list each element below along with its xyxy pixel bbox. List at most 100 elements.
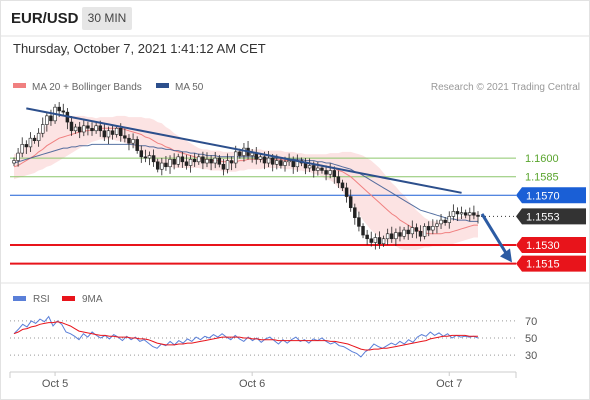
candle-body-down [291, 160, 295, 168]
support-label-text-1.1530: 1.1530 [526, 240, 560, 252]
candle-body-up [435, 223, 439, 227]
candle-body-down [143, 156, 148, 159]
candle-body-up [168, 159, 172, 168]
candle [365, 229, 369, 245]
candle-body-up [106, 130, 111, 138]
candle-body-up [422, 226, 427, 237]
copyright-text: Research © 2021 Trading Central [431, 82, 580, 93]
candle [451, 204, 456, 221]
candle-body-up [147, 155, 152, 159]
rsi-legend-label: RSI [33, 294, 50, 305]
candle-body-down [455, 211, 460, 215]
candle-body-up [316, 167, 320, 171]
candle [390, 226, 394, 243]
candle [307, 158, 312, 173]
candle-body-down [348, 196, 353, 209]
candle-body-up [131, 139, 135, 144]
candle-body-up [188, 159, 193, 166]
candle [385, 228, 390, 245]
candle-body-down [123, 135, 127, 139]
candle [209, 155, 213, 171]
timeframe-button[interactable]: 30 MIN [82, 7, 132, 30]
candle-body-down [476, 214, 480, 217]
resistance-trendline [26, 107, 462, 194]
candle [418, 225, 423, 242]
candle [455, 207, 460, 222]
candle-body-down [262, 156, 267, 164]
candle-body-up [205, 159, 209, 164]
candle [45, 111, 49, 132]
candle [443, 217, 447, 226]
candle-body-down [155, 161, 160, 170]
candle [69, 115, 74, 136]
candle [110, 124, 115, 140]
candle-body-down [49, 115, 53, 122]
candle-body-up [287, 160, 291, 163]
x-axis-labels: Oct 5 Oct 6 Oct 7 [42, 372, 462, 390]
candle-body-down [86, 125, 90, 129]
candle [369, 231, 373, 247]
candle-body-up [82, 125, 86, 133]
candle [394, 228, 398, 246]
candle-body-down [369, 238, 373, 243]
candle [155, 158, 160, 173]
forecast-arrow-head [500, 248, 512, 263]
candle-body-up [242, 147, 246, 156]
candle [114, 125, 119, 138]
candle [90, 122, 94, 136]
candle-body-down [217, 157, 222, 165]
candle-body-down [192, 159, 197, 163]
candle [184, 154, 189, 170]
candle-body-up [258, 156, 263, 160]
candle-body-down [377, 237, 382, 245]
candle [123, 128, 127, 143]
candle [229, 156, 234, 171]
candle [32, 135, 37, 144]
candle [41, 117, 45, 138]
candle-body-down [238, 151, 242, 156]
candle-body-up [373, 237, 378, 243]
candle-body-up [73, 126, 78, 132]
candle-body-down [209, 159, 213, 164]
candle-body-up [41, 124, 45, 134]
resistance-label-1.1585: 1.1585 [525, 172, 559, 184]
candle [258, 153, 263, 163]
candle-body-up [114, 127, 119, 135]
candle [82, 118, 86, 137]
candle [24, 140, 29, 154]
candle [143, 149, 148, 163]
pivot-label-box [516, 187, 586, 204]
candle-body-up [468, 212, 472, 216]
rsi-legend-swatch [13, 296, 26, 301]
candle [36, 128, 41, 147]
chart-annotations [26, 107, 512, 263]
candle [328, 163, 332, 179]
candle [402, 226, 406, 240]
candle [332, 166, 337, 184]
candle-body-up [213, 157, 217, 164]
candle-body-down [69, 121, 74, 132]
candle-body-down [180, 156, 185, 163]
candle-body-up [176, 156, 180, 165]
candle [353, 203, 357, 225]
candle [431, 219, 435, 235]
candle-body-down [320, 167, 324, 171]
candle [279, 157, 283, 169]
candle [127, 134, 131, 151]
candle-body-down [406, 229, 410, 235]
candle-body-up [447, 216, 451, 223]
ma9-legend-label: 9MA [82, 294, 103, 305]
candle [410, 220, 415, 238]
candle-body-up [45, 115, 49, 125]
bollinger-band-fill [14, 115, 478, 250]
candle-body-down [270, 157, 275, 165]
candle [197, 153, 201, 165]
candle-body-down [324, 170, 328, 175]
candle-body-down [398, 232, 402, 237]
candle [147, 151, 152, 166]
candle [373, 233, 378, 250]
candle-body-up [283, 161, 287, 166]
x-label-Oct-5: Oct 5 [42, 378, 68, 390]
candle [381, 235, 386, 247]
candle [94, 122, 98, 134]
